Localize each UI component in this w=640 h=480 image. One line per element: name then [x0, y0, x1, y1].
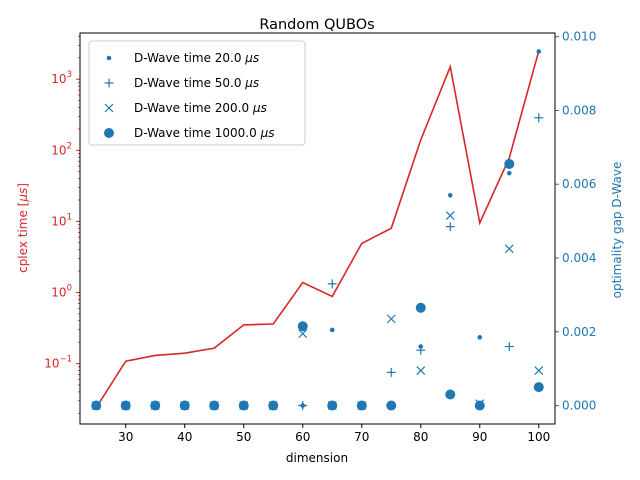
- y2-tick-label: 0.004: [562, 251, 596, 265]
- dwave-point-circle: [356, 400, 367, 411]
- dwave-point-circle: [504, 158, 515, 169]
- y2-tick-label: 0.000: [562, 399, 596, 413]
- legend-box: [88, 40, 306, 146]
- legend-items: D-Wave time 20.0 μs D-Wave time 50.0 μs D-…: [104, 51, 274, 140]
- x-tick-label: 70: [354, 430, 369, 444]
- dwave-point-circle: [327, 400, 338, 411]
- legend-marker-plus: [104, 78, 114, 88]
- y-axis-label-suffix: ]: [16, 183, 30, 188]
- x-tick-label: 60: [295, 430, 310, 444]
- y-axis-label-prefix: cplex time [: [16, 202, 30, 273]
- x-ticks: 30 40 50 60 70 80 90 100: [118, 424, 550, 444]
- legend: D-Wave time 20.0 μs D-Wave time 50.0 μs D-…: [88, 40, 306, 146]
- dwave-point-dot: [506, 170, 512, 176]
- y2-axis-label: optimality gap D-Wave: [610, 162, 624, 299]
- y-axis-label-unit: μs: [16, 188, 30, 203]
- dwave-point-circle: [415, 302, 426, 313]
- dwave-point-plus: [386, 367, 396, 377]
- y2-tick-label: 0.002: [562, 325, 596, 339]
- x-tick-label: 100: [527, 430, 550, 444]
- y-tick-label: 102: [51, 141, 72, 157]
- x-axis-label: dimension: [286, 451, 348, 465]
- legend-label: D-Wave time 1000.0 μs: [134, 126, 274, 140]
- legend-label: D-Wave time 50.0 μs: [134, 76, 259, 90]
- y-axis-label: cplex time [μs]: [16, 183, 30, 273]
- dwave-point-plus: [445, 222, 455, 232]
- dwave-point-x: [386, 314, 396, 324]
- legend-marker-x: [104, 103, 114, 113]
- dwave-point-circle: [120, 400, 131, 411]
- cplex-time-line: [95, 50, 540, 409]
- dwave-point-dot: [477, 335, 483, 340]
- dwave-point-circle: [209, 400, 220, 411]
- y2-tick-label: 0.006: [562, 177, 596, 191]
- dwave-point-circle: [445, 389, 456, 400]
- dwave-point-dot: [447, 193, 453, 198]
- legend-marker-circle: [104, 128, 114, 138]
- dwave-point-x: [534, 366, 544, 375]
- plot-area: [91, 49, 544, 411]
- y-tick-label: 103: [51, 70, 72, 86]
- dwave-point-dot: [329, 327, 335, 333]
- y-tick-label: 10−1: [44, 355, 72, 371]
- dwave-point-circle: [533, 382, 544, 393]
- legend-label: D-Wave time 200.0 μs: [134, 101, 267, 115]
- dwave-markers: [91, 49, 544, 411]
- dwave-point-plus: [327, 279, 337, 289]
- dwave-point-plus: [504, 342, 514, 352]
- dwave-point-x: [445, 211, 455, 221]
- dwave-point-x: [416, 366, 426, 375]
- x-tick-label: 30: [118, 430, 133, 444]
- dwave-point-circle: [179, 400, 190, 411]
- x-tick-label: 90: [472, 430, 487, 444]
- dwave-point-plus: [416, 345, 426, 355]
- dwave-point-circle: [91, 400, 102, 411]
- y2-tick-label: 0.008: [562, 103, 596, 117]
- dwave-point-x: [504, 244, 514, 254]
- dwave-point-plus: [534, 113, 544, 123]
- y2-tick-label: 0.010: [562, 30, 596, 44]
- plot-frame: [79, 32, 556, 425]
- dwave-point-circle: [297, 321, 308, 332]
- legend-marker-dot: [106, 55, 112, 61]
- dwave-point-x: [298, 329, 308, 339]
- y-tick-label: 101: [51, 212, 72, 228]
- y-ticks: 10−1 100 101 102 103: [44, 36, 80, 414]
- x-tick-label: 50: [236, 430, 251, 444]
- dwave-point-circle: [150, 400, 161, 411]
- dwave-point-circle: [386, 400, 397, 411]
- y-tick-label: 100: [51, 283, 72, 299]
- dwave-point-circle: [474, 400, 485, 411]
- x-tick-label: 40: [177, 430, 192, 444]
- y2-ticks: 0.000 0.002 0.004 0.006 0.008 0.010: [555, 30, 596, 413]
- dwave-point-circle: [268, 400, 279, 411]
- dwave-point-dot: [536, 49, 542, 54]
- dwave-point-plus: [298, 401, 308, 411]
- dwave-point-circle: [238, 400, 249, 411]
- chart-title: Random QUBOs: [259, 17, 374, 33]
- x-tick-label: 80: [413, 430, 428, 444]
- legend-label: D-Wave time 20.0 μs: [134, 51, 259, 65]
